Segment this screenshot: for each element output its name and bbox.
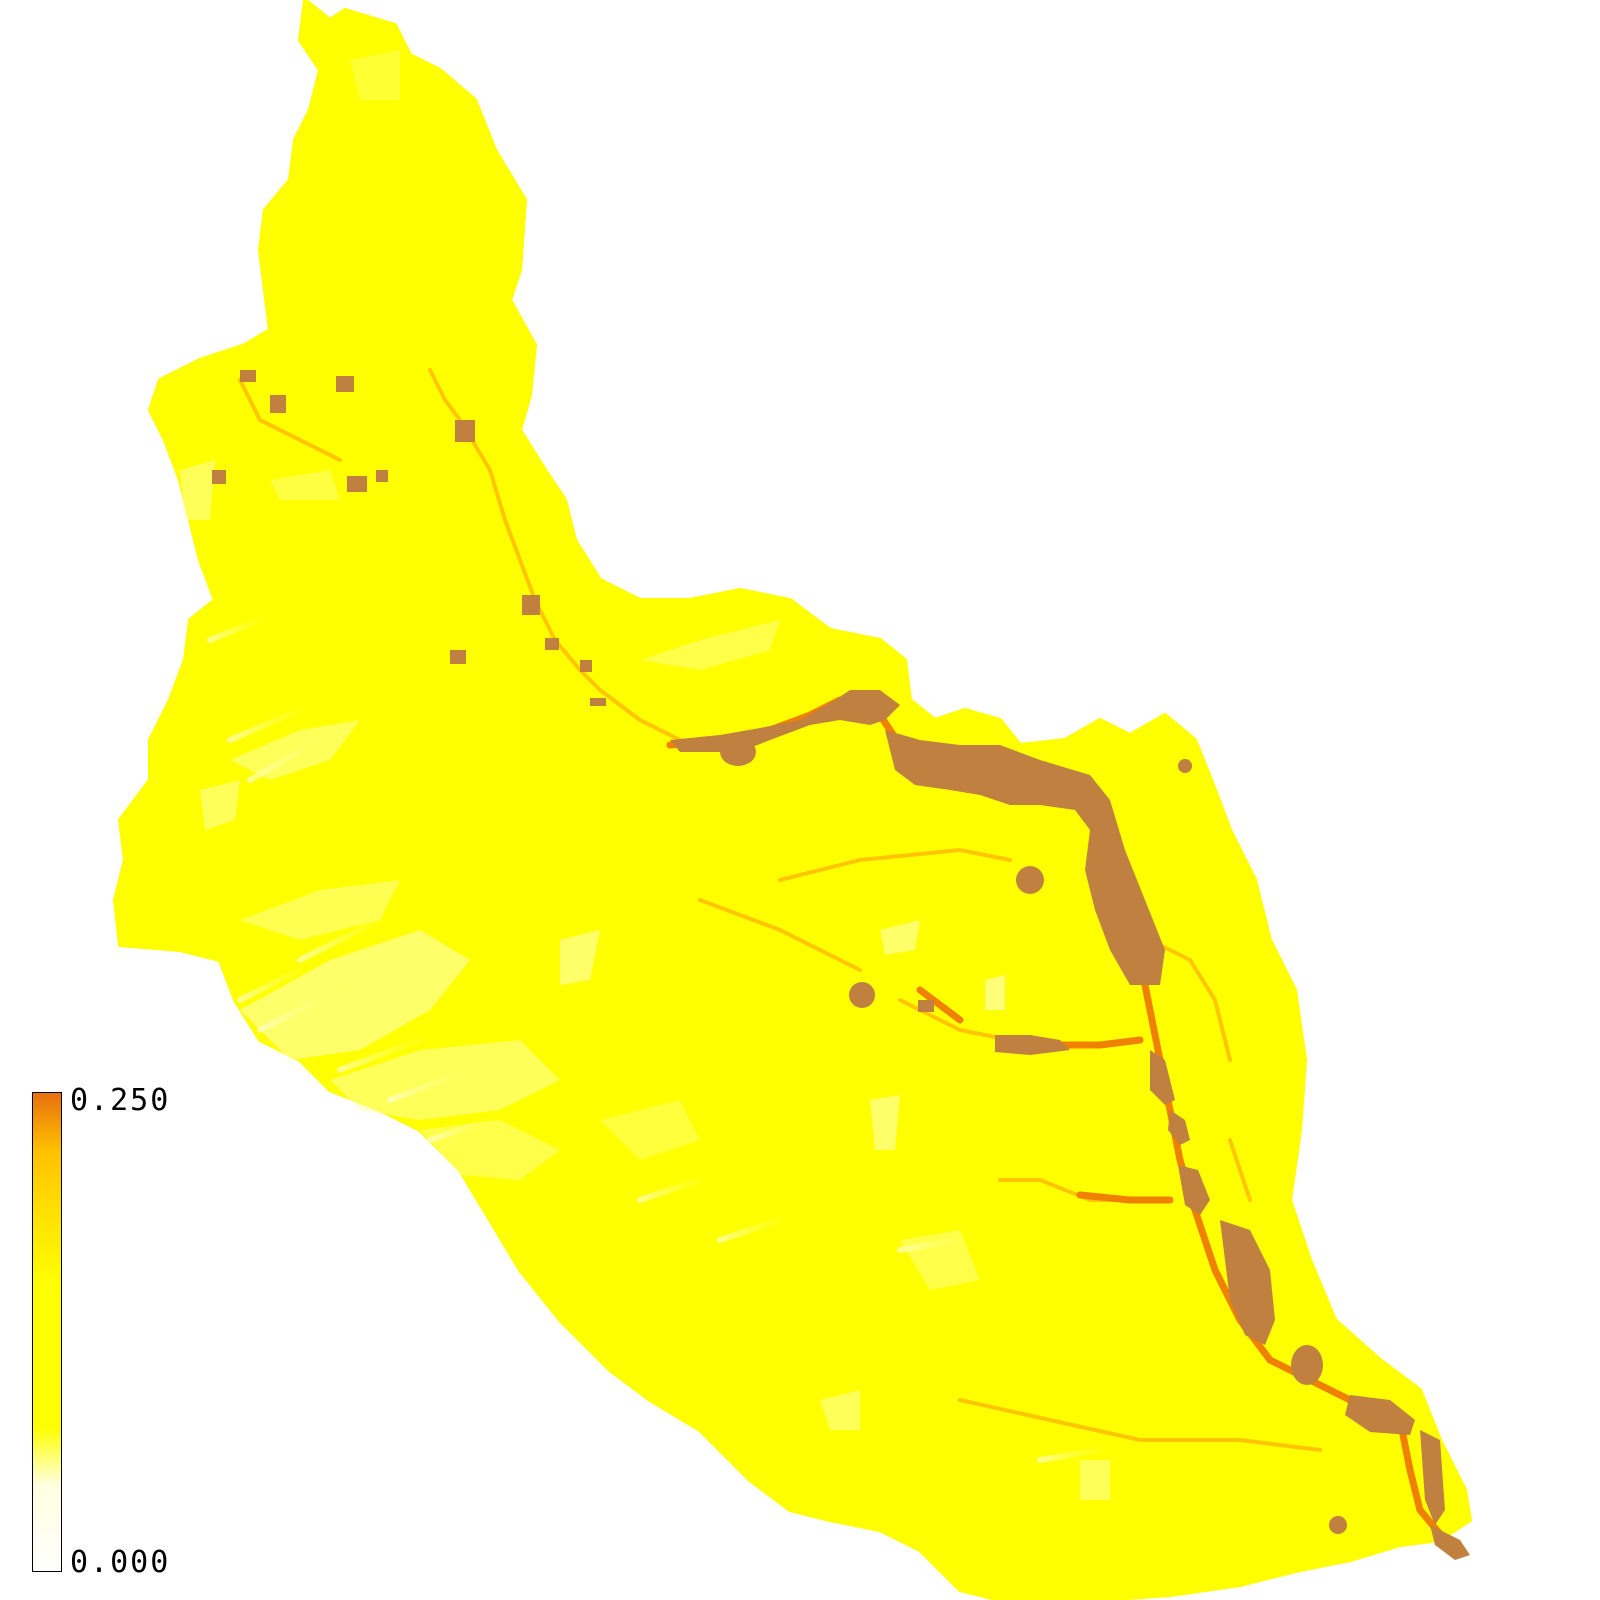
color-scale-bar (32, 1092, 62, 1572)
legend-min-label: 0.000 (70, 1545, 171, 1580)
tributary-lines (238, 368, 1322, 1452)
color-scale-legend: 0.250 0.000 (32, 1086, 172, 1580)
terrain-texture (207, 617, 1103, 1463)
legend-max-label: 0.250 (70, 1083, 171, 1118)
low-value-zones (180, 50, 1110, 1500)
channel-pools (212, 370, 1470, 1560)
